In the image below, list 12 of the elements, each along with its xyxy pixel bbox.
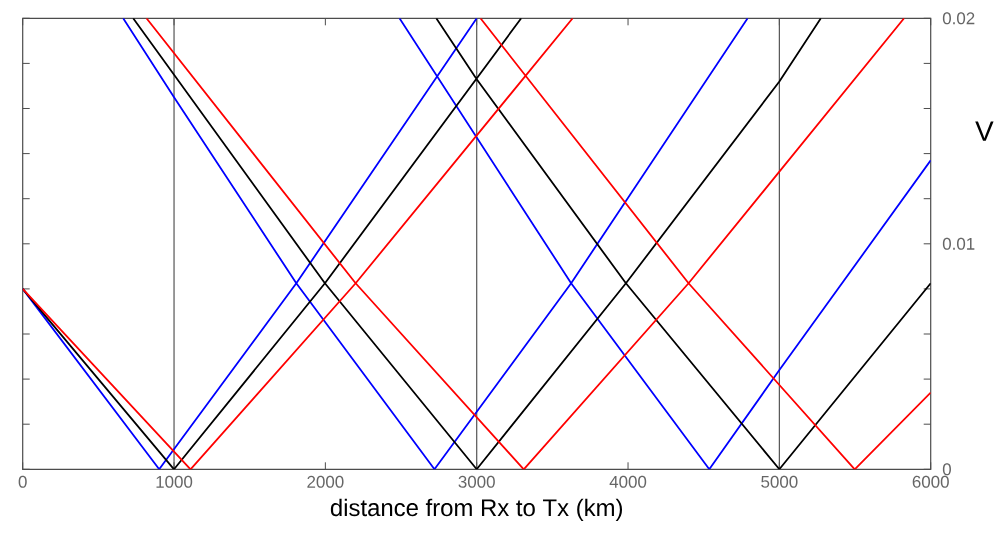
y-tick-label: 0 bbox=[942, 463, 951, 476]
y-tick-label: 0.02 bbox=[942, 12, 975, 25]
x-tick-label: 4000 bbox=[609, 475, 647, 488]
x-tick-label: 3000 bbox=[458, 475, 495, 488]
x-tick-label: 2000 bbox=[307, 475, 344, 488]
y-axis-title: V bbox=[975, 121, 994, 141]
x-tick-label: 6000 bbox=[912, 475, 949, 488]
x-tick-label: 5000 bbox=[761, 475, 798, 488]
x-axis-title: distance from Rx to Tx (km) bbox=[330, 498, 623, 521]
x-tick-label: 1000 bbox=[156, 475, 193, 488]
x-tick-label: 0 bbox=[18, 475, 27, 488]
y-tick-label: 0.01 bbox=[942, 237, 975, 250]
